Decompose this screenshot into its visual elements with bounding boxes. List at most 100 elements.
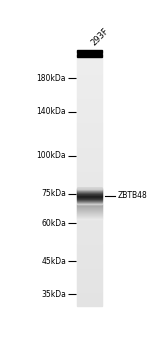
- Bar: [77, 237, 102, 238]
- Bar: [77, 195, 102, 196]
- Text: 60kDa: 60kDa: [41, 219, 66, 228]
- Bar: [77, 146, 102, 147]
- Text: 140kDa: 140kDa: [36, 107, 66, 116]
- Bar: [77, 124, 102, 125]
- Bar: [77, 249, 102, 250]
- Bar: [77, 183, 102, 184]
- Bar: [77, 270, 102, 271]
- Bar: [77, 221, 102, 222]
- Bar: [77, 115, 102, 116]
- Bar: [77, 230, 102, 231]
- Bar: [77, 238, 102, 239]
- Bar: [77, 189, 102, 190]
- Bar: [77, 284, 102, 285]
- Bar: [77, 202, 102, 203]
- Bar: [77, 75, 102, 76]
- Bar: [77, 257, 102, 258]
- Bar: [77, 144, 102, 145]
- Bar: [77, 168, 102, 169]
- Bar: [77, 78, 102, 79]
- Bar: [77, 304, 102, 305]
- Bar: [77, 282, 102, 283]
- Bar: [77, 126, 102, 127]
- Bar: [77, 286, 102, 287]
- Bar: [77, 194, 102, 195]
- Bar: [77, 113, 102, 114]
- Bar: [77, 120, 102, 121]
- Bar: [77, 234, 102, 235]
- Bar: [77, 211, 102, 212]
- Bar: [77, 62, 102, 63]
- Bar: [77, 131, 102, 132]
- Bar: [77, 77, 102, 78]
- Bar: [77, 244, 102, 245]
- Bar: [77, 154, 102, 155]
- Bar: [77, 224, 102, 225]
- Bar: [77, 85, 102, 86]
- Bar: [77, 74, 102, 75]
- Bar: [77, 149, 102, 150]
- Bar: [77, 153, 102, 154]
- Bar: [77, 200, 102, 201]
- Bar: [77, 206, 102, 207]
- Bar: [77, 222, 102, 223]
- Bar: [77, 267, 102, 268]
- Bar: [77, 88, 102, 89]
- Bar: [77, 219, 102, 220]
- Bar: [77, 130, 102, 131]
- Text: 100kDa: 100kDa: [36, 152, 66, 160]
- Bar: [77, 181, 102, 182]
- Bar: [77, 261, 102, 262]
- Bar: [77, 97, 102, 98]
- Bar: [77, 250, 102, 251]
- Bar: [77, 259, 102, 260]
- Bar: [77, 145, 102, 146]
- Bar: [77, 86, 102, 87]
- Bar: [77, 59, 102, 60]
- Bar: [77, 287, 102, 288]
- Bar: [77, 212, 102, 213]
- Bar: [77, 198, 102, 199]
- Bar: [77, 280, 102, 281]
- Bar: [77, 127, 102, 128]
- Bar: [77, 133, 102, 134]
- Bar: [77, 298, 102, 299]
- Bar: [77, 197, 102, 198]
- Bar: [77, 231, 102, 232]
- Bar: [77, 229, 102, 230]
- Bar: [77, 95, 102, 96]
- Bar: [77, 111, 102, 112]
- Bar: [77, 226, 102, 227]
- Bar: [77, 285, 102, 286]
- Bar: [77, 103, 102, 104]
- Bar: [77, 79, 102, 80]
- Bar: [77, 100, 102, 101]
- Bar: [77, 241, 102, 243]
- Bar: [77, 220, 102, 221]
- Bar: [77, 117, 102, 118]
- Bar: [77, 161, 102, 162]
- Bar: [77, 61, 102, 62]
- Bar: [77, 182, 102, 183]
- Bar: [77, 148, 102, 149]
- Bar: [77, 54, 102, 57]
- Bar: [77, 291, 102, 292]
- Bar: [77, 50, 102, 52]
- Bar: [77, 93, 102, 94]
- Bar: [77, 60, 102, 61]
- Bar: [77, 158, 102, 159]
- Bar: [77, 289, 102, 290]
- Bar: [77, 240, 102, 241]
- Bar: [77, 73, 102, 74]
- Bar: [77, 281, 102, 282]
- Bar: [77, 196, 102, 197]
- Bar: [77, 94, 102, 95]
- Bar: [77, 303, 102, 304]
- Bar: [77, 236, 102, 237]
- Bar: [77, 106, 102, 107]
- Bar: [77, 288, 102, 289]
- Bar: [77, 129, 102, 130]
- Bar: [77, 246, 102, 247]
- Bar: [77, 159, 102, 160]
- Bar: [77, 99, 102, 100]
